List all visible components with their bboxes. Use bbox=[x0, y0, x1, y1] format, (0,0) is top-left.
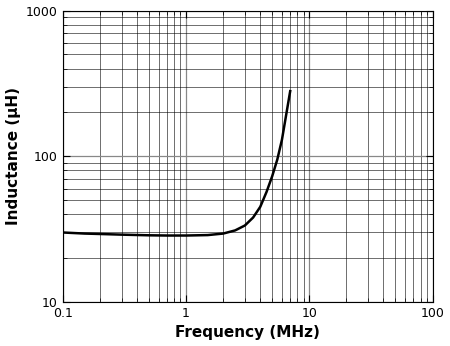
Y-axis label: Inductance (μH): Inductance (μH) bbox=[5, 87, 21, 225]
X-axis label: Frequency (MHz): Frequency (MHz) bbox=[175, 326, 320, 340]
